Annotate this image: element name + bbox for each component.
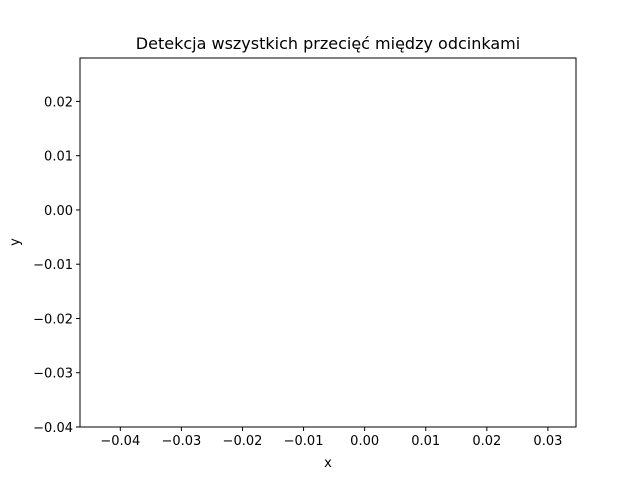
x-tick-label: 0.00 — [350, 434, 379, 449]
x-tick-label: −0.02 — [223, 434, 263, 449]
plot-area — [79, 57, 577, 428]
y-tick-label: 0.00 — [44, 204, 73, 219]
x-tick-label: −0.03 — [161, 434, 201, 449]
y-tick-label: −0.02 — [33, 312, 73, 327]
y-axis: 0.02 0.01 0.00 −0.01 −0.02 −0.03 −0.04 — [33, 95, 80, 436]
y-tick-label: 0.02 — [44, 95, 73, 110]
x-axis-label: x — [324, 456, 332, 471]
x-tick-label: 0.01 — [411, 434, 440, 449]
y-tick-label: −0.01 — [33, 258, 73, 273]
y-tick-label: −0.03 — [33, 367, 73, 382]
chart-title: Detekcja wszystkich przecięć między odci… — [136, 34, 520, 53]
x-tick-label: 0.02 — [472, 434, 501, 449]
x-tick-label: 0.03 — [533, 434, 562, 449]
y-tick-label: −0.04 — [33, 421, 73, 436]
x-tick-label: −0.01 — [284, 434, 324, 449]
y-tick-label: 0.01 — [44, 150, 73, 165]
y-axis-label: y — [8, 238, 23, 246]
x-axis: −0.04 −0.03 −0.02 −0.01 0.00 0.01 0.02 0.03 — [100, 427, 562, 449]
x-tick-label: −0.04 — [100, 434, 140, 449]
